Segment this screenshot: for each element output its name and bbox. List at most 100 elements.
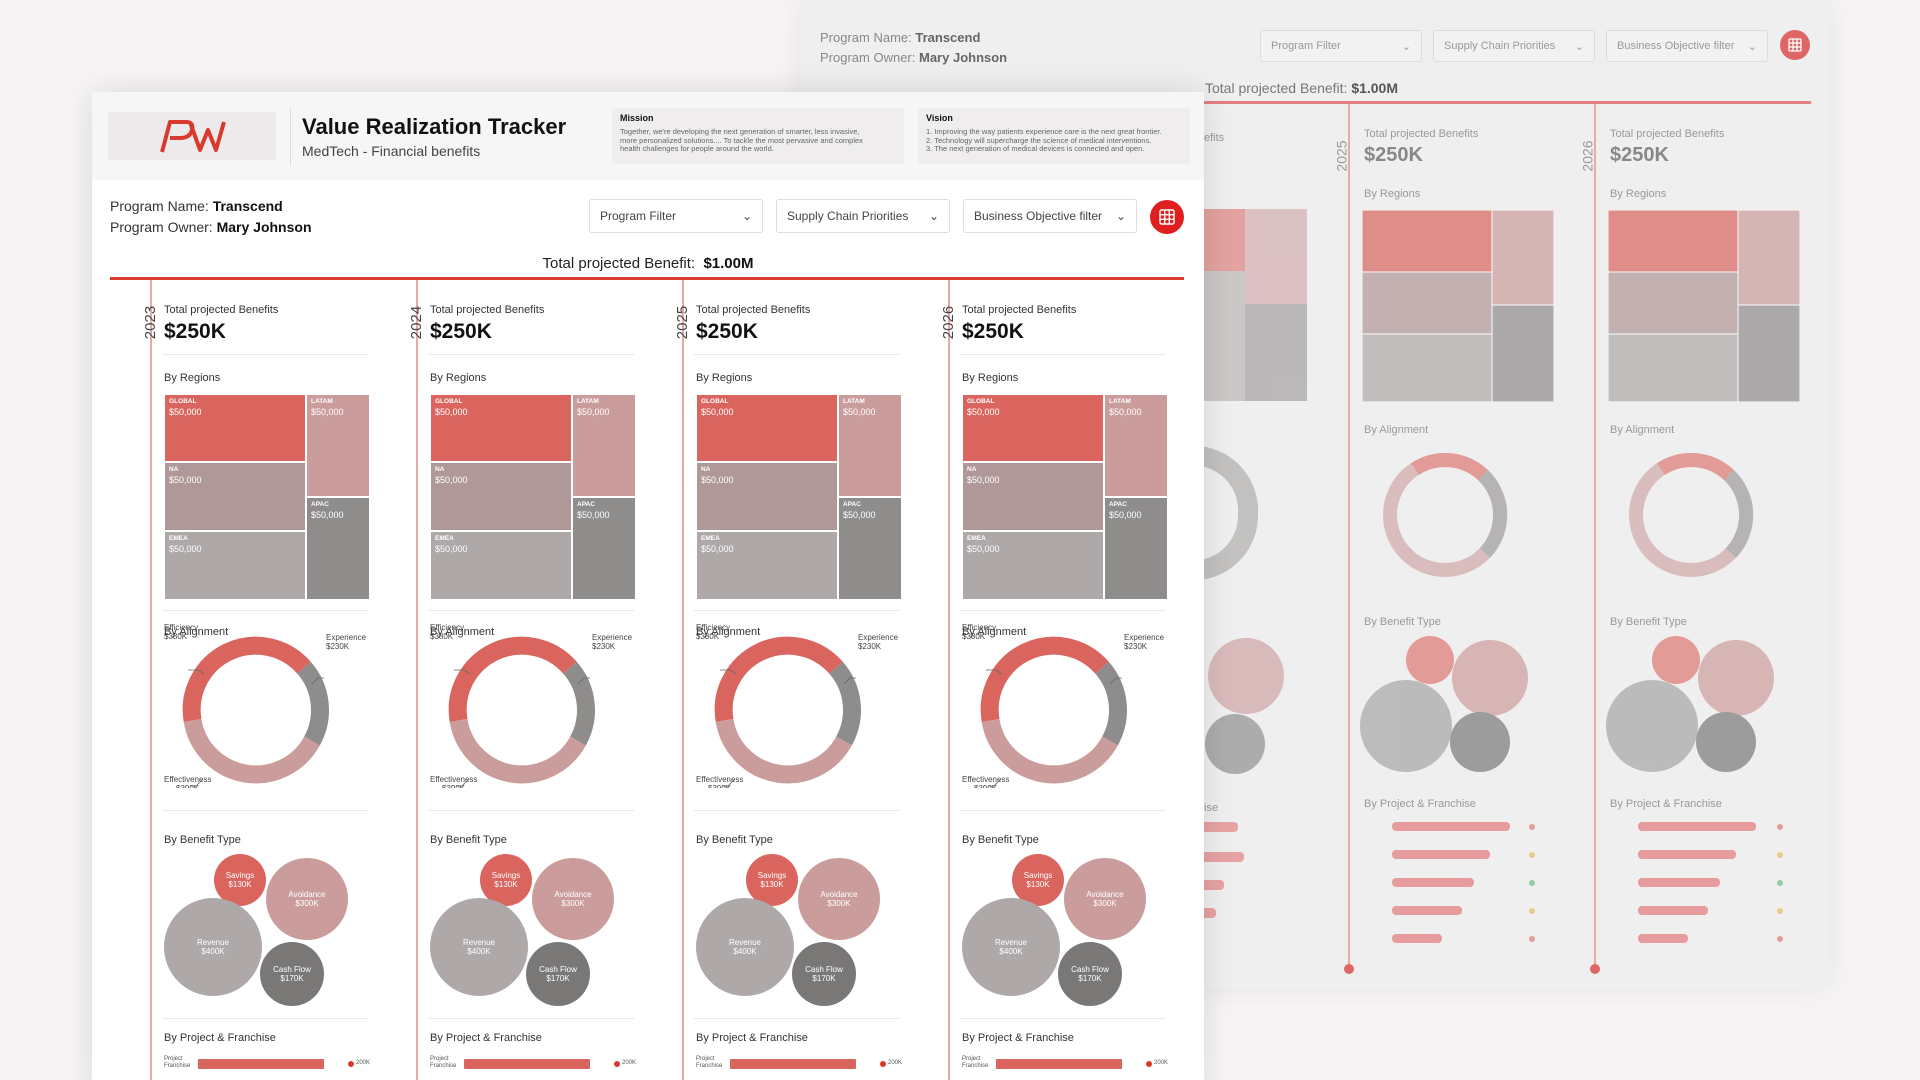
bubble-revenue[interactable]: Revenue $400K: [696, 898, 794, 996]
bubble-cash-flow[interactable]: Cash Flow $170K: [1058, 942, 1122, 1006]
treemap-cell-latam[interactable]: LATAM $50,000: [306, 394, 370, 497]
bubble-revenue[interactable]: Revenue $400K: [430, 898, 528, 996]
section-divider: [960, 354, 1166, 355]
vision-text: 1. Improving the way patients experience…: [926, 127, 1162, 153]
grid-icon: [1159, 209, 1175, 225]
bubble-avoidance[interactable]: Avoidance $300K: [266, 858, 348, 940]
section-divider: [428, 1018, 634, 1019]
project-bar[interactable]: [730, 1059, 856, 1069]
donut-segment-efficiency[interactable]: [980, 636, 1109, 723]
donut-segment-effectiveness[interactable]: [183, 718, 320, 784]
donut-segment-effectiveness[interactable]: [981, 718, 1118, 784]
donut-segment-efficiency[interactable]: [182, 636, 311, 723]
treemap-cell-apac[interactable]: APAC $50,000: [306, 497, 370, 600]
bg-program-info: Program Name: Transcend Program Owner: M…: [820, 30, 1008, 65]
donut-segment-experience[interactable]: [297, 661, 329, 746]
treemap-cell-latam[interactable]: LATAM $50,000: [838, 394, 902, 497]
effectiveness-value: $390K: [442, 784, 466, 788]
bubble-savings[interactable]: Savings $130K: [214, 854, 266, 906]
treemap-cell-latam[interactable]: LATAM $50,000: [572, 394, 636, 497]
bubble-cash-flow[interactable]: Cash Flow $170K: [260, 942, 324, 1006]
bg-section-label: Total projected Benefits: [1610, 128, 1725, 140]
status-dot: [614, 1061, 620, 1067]
program-name: Transcend: [212, 198, 283, 214]
treemap-cell-global[interactable]: GLOBAL $50,000: [962, 394, 1104, 462]
treemap-cell-global[interactable]: GLOBAL $50,000: [164, 394, 306, 462]
regions-treemap: GLOBAL $50,000 LATAM $50,000 NA $50,000 APA…: [430, 394, 636, 600]
treemap-cell-global[interactable]: GLOBAL $50,000: [696, 394, 838, 462]
bg-year-value: $250K: [1610, 144, 1669, 166]
treemap-cell-na[interactable]: NA $50,000: [430, 462, 572, 531]
bubble-savings[interactable]: Savings $130K: [480, 854, 532, 906]
donut-segment-efficiency[interactable]: [714, 636, 843, 723]
efficiency-value: $380K: [696, 632, 720, 641]
grid-icon: [1788, 38, 1802, 52]
project-bar-row[interactable]: Project Franchise 200K: [962, 1056, 1168, 1076]
bg-supply-filter[interactable]: Supply Chain Priorities ⌄: [1433, 30, 1595, 62]
treemap-cell-emea[interactable]: EMEA $50,000: [430, 531, 572, 600]
benefit-type-bubbles: Savings $130K Avoidance $300K Revenue $400K…: [430, 830, 636, 1006]
project-bar-row[interactable]: Project Franchise 200K: [164, 1056, 370, 1076]
treemap-cell-na[interactable]: NA $50,000: [696, 462, 838, 531]
year-column: 2025 Total projected Benefits $250K By R…: [674, 280, 948, 1080]
section-divider: [960, 1018, 1166, 1019]
section-divider: [428, 354, 634, 355]
bg-grid-button[interactable]: [1780, 30, 1810, 60]
bg-section-label: By Project & Franchise: [1610, 798, 1722, 810]
bubble-savings[interactable]: Savings $130K: [746, 854, 798, 906]
donut-segment-experience[interactable]: [563, 661, 595, 746]
by-alignment-label: By Alignment: [164, 626, 229, 638]
bg-program-filter[interactable]: Program Filter ⌄: [1260, 30, 1422, 62]
treemap-cell-global[interactable]: GLOBAL $50,000: [430, 394, 572, 462]
supply-chain-filter-dropdown[interactable]: Supply Chain Priorities ⌄: [776, 199, 950, 233]
project-bar-row[interactable]: Project Franchise 200K: [696, 1056, 902, 1076]
bar-value: 200K: [888, 1060, 903, 1066]
business-objective-filter-dropdown[interactable]: Business Objective filter ⌄: [963, 199, 1137, 233]
by-alignment-label: By Alignment: [962, 626, 1027, 638]
bubble-avoidance[interactable]: Avoidance $300K: [532, 858, 614, 940]
bg-section-label: By Regions: [1364, 188, 1421, 200]
treemap-cell-na[interactable]: NA $50,000: [164, 462, 306, 531]
treemap-cell-emea[interactable]: EMEA $50,000: [164, 531, 306, 600]
treemap-cell-na[interactable]: NA $50,000: [962, 462, 1104, 531]
treemap-cell-emea[interactable]: EMEA $50,000: [962, 531, 1104, 600]
year-total-value: $250K: [962, 320, 1024, 343]
grid-view-button[interactable]: [1150, 200, 1184, 234]
treemap-cell-apac[interactable]: APAC $50,000: [1104, 497, 1168, 600]
bubble-revenue[interactable]: Revenue $400K: [164, 898, 262, 996]
bg-year-column: 2025 Total projected Benefits $250K By R…: [1334, 104, 1594, 974]
donut-segment-effectiveness[interactable]: [715, 718, 852, 784]
bg-divider: [1200, 101, 1811, 104]
bubble-cash-flow[interactable]: Cash Flow $170K: [526, 942, 590, 1006]
bubble-avoidance[interactable]: Avoidance $300K: [798, 858, 880, 940]
chevron-down-icon: ⌄: [1401, 40, 1411, 53]
page-title: Value Realization Tracker: [302, 114, 567, 139]
treemap-cell-apac[interactable]: APAC $50,000: [838, 497, 902, 600]
section-divider: [694, 354, 900, 355]
treemap-cell-apac[interactable]: APAC $50,000: [572, 497, 636, 600]
program-filter-dropdown[interactable]: Program Filter ⌄: [589, 199, 763, 233]
treemap-cell-latam[interactable]: LATAM $50,000: [1104, 394, 1168, 497]
by-alignment-label: By Alignment: [430, 626, 495, 638]
bg-objective-filter[interactable]: Business Objective filter ⌄: [1606, 30, 1768, 62]
donut-segment-experience[interactable]: [829, 661, 861, 746]
project-bar[interactable]: [996, 1059, 1122, 1069]
project-bar[interactable]: [198, 1059, 324, 1069]
project-label: Project Franchise: [164, 1056, 191, 1069]
project-bar[interactable]: [464, 1059, 590, 1069]
efficiency-value: $380K: [430, 632, 454, 641]
treemap-cell-emea[interactable]: EMEA $50,000: [696, 531, 838, 600]
donut-segment-efficiency[interactable]: [448, 636, 577, 723]
bubble-cash-flow[interactable]: Cash Flow $170K: [792, 942, 856, 1006]
bubble-avoidance[interactable]: Avoidance $300K: [1064, 858, 1146, 940]
donut-segment-effectiveness[interactable]: [449, 718, 586, 784]
by-benefit-type-label: By Benefit Type: [164, 834, 241, 846]
project-bar-row[interactable]: Project Franchise 200K: [430, 1056, 636, 1076]
regions-treemap: GLOBAL $50,000 LATAM $50,000 NA $50,000 APA…: [696, 394, 902, 600]
donut-segment-experience[interactable]: [1095, 661, 1127, 746]
regions-treemap: GLOBAL $50,000 LATAM $50,000 NA $50,000 APA…: [962, 394, 1168, 600]
bubble-revenue[interactable]: Revenue $400K: [962, 898, 1060, 996]
experience-label: Experience: [858, 633, 899, 642]
bubble-savings[interactable]: Savings $130K: [1012, 854, 1064, 906]
section-divider: [694, 1018, 900, 1019]
